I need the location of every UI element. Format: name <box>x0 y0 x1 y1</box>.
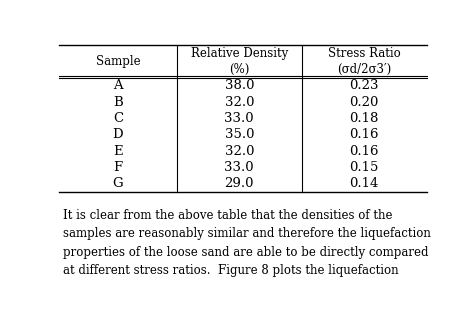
Text: D: D <box>113 128 123 141</box>
Text: 0.18: 0.18 <box>349 112 379 125</box>
Text: 38.0: 38.0 <box>225 79 254 92</box>
Text: C: C <box>113 112 123 125</box>
Text: 0.16: 0.16 <box>349 145 379 158</box>
Text: Relative Density
(%): Relative Density (%) <box>191 48 288 75</box>
Text: Sample: Sample <box>96 55 140 68</box>
Text: 29.0: 29.0 <box>225 177 254 190</box>
Text: 0.15: 0.15 <box>349 161 379 174</box>
Text: G: G <box>113 177 123 190</box>
Text: 0.23: 0.23 <box>349 79 379 92</box>
Text: B: B <box>113 95 123 108</box>
Text: It is clear from the above table that the densities of the
samples are reasonabl: It is clear from the above table that th… <box>63 209 431 277</box>
Text: E: E <box>113 145 123 158</box>
Text: A: A <box>113 79 123 92</box>
Text: 33.0: 33.0 <box>225 112 254 125</box>
Text: 0.20: 0.20 <box>349 95 379 108</box>
Text: 0.16: 0.16 <box>349 128 379 141</box>
Text: 32.0: 32.0 <box>225 95 254 108</box>
Text: 0.14: 0.14 <box>349 177 379 190</box>
Text: Stress Ratio
(σd/2σ3′): Stress Ratio (σd/2σ3′) <box>328 48 401 75</box>
Text: 35.0: 35.0 <box>225 128 254 141</box>
Text: 33.0: 33.0 <box>225 161 254 174</box>
Text: F: F <box>113 161 123 174</box>
Text: 32.0: 32.0 <box>225 145 254 158</box>
